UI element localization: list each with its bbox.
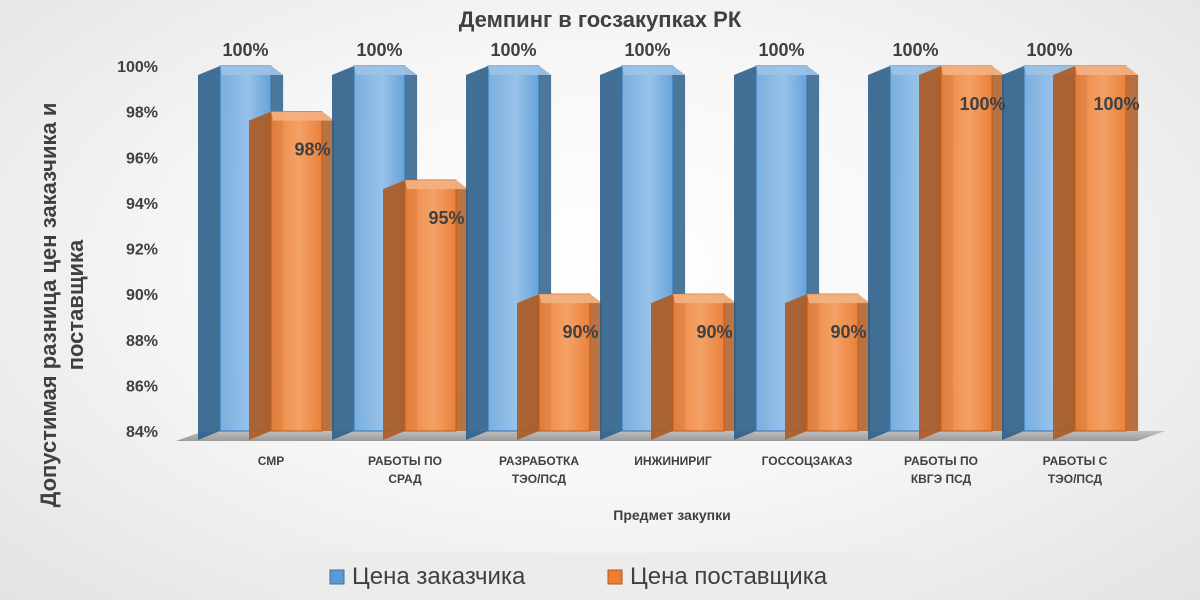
bar-supplier-depth <box>456 180 469 431</box>
bar-supplier <box>383 179 469 440</box>
y-tick-label: 100% <box>117 59 158 76</box>
bar-customer-side <box>1002 66 1024 440</box>
bar-customer-top <box>622 66 686 75</box>
bar-supplier <box>517 293 603 440</box>
bar-supplier-top <box>673 294 737 304</box>
data-label-customer: 100% <box>222 40 268 60</box>
x-axis-title: Предмет закупки <box>613 507 730 523</box>
data-label-customer: 100% <box>624 40 670 60</box>
data-label-supplier: 98% <box>294 140 330 160</box>
bar-supplier-depth <box>992 66 1005 431</box>
y-tick-label: 86% <box>126 378 158 395</box>
data-label-customer: 100% <box>1026 40 1072 60</box>
x-axis: СМР РАБОТЫ ПО СРАД РАЗРАБОТКА ТЭО/ПСД ИНЖИНИР… <box>258 454 1108 486</box>
bar-supplier-front <box>538 293 591 432</box>
bar-supplier-top <box>941 66 1005 75</box>
bar-customer-top <box>756 66 820 75</box>
data-label-supplier: 90% <box>696 322 732 342</box>
bar-supplier-depth <box>724 294 737 431</box>
x-tick-label: РАБОТЫ ПО СРАД <box>368 454 442 486</box>
bar-supplier-front <box>270 111 323 432</box>
x-tick-label: РАБОТЫ С ТЭО/ПСД <box>1043 454 1108 486</box>
x-tick-label: РАБОТЫ ПО КВГЭ ПСД <box>904 454 978 486</box>
data-label-customer: 100% <box>356 40 402 60</box>
data-label-customer: 100% <box>490 40 536 60</box>
data-labels-layer: 100% 98% 100% 95% 100% 90% 100% 90% 100% 90% 100% 1… <box>222 40 1139 342</box>
bar-supplier-side <box>249 111 271 440</box>
bar-supplier-top <box>539 294 603 304</box>
data-label-customer: 100% <box>892 40 938 60</box>
bar-supplier-front <box>940 65 993 432</box>
x-tick-label: ГОССОЦЗАКАЗ <box>762 454 853 468</box>
legend-background <box>281 553 911 600</box>
bar-customer-side <box>734 66 756 440</box>
y-axis: 84% 86% 88% 90% 92% 94% 96% 98% 100% <box>117 59 158 441</box>
data-label-supplier: 100% <box>959 94 1005 114</box>
x-tick-label: РАЗРАБОТКА ТЭО/ПСД <box>499 454 579 486</box>
bars-layer <box>198 65 1139 440</box>
bar-supplier-depth <box>858 294 871 431</box>
bar-supplier-top <box>1075 66 1139 75</box>
bar-supplier-side <box>919 66 941 440</box>
x-tick-label: ИНЖИНИРИГ <box>634 454 712 468</box>
bar-supplier-side <box>1053 66 1075 440</box>
data-label-supplier: 90% <box>830 322 866 342</box>
bar-customer-side <box>332 66 354 440</box>
legend-swatch-supplier <box>607 569 623 585</box>
x-tick-label: СМР <box>258 454 285 468</box>
data-label-customer: 100% <box>758 40 804 60</box>
bar-supplier <box>919 65 1005 440</box>
legend-swatch-customer <box>329 569 345 585</box>
y-tick-label: 84% <box>126 424 158 441</box>
bar-supplier <box>249 111 335 440</box>
data-label-supplier: 100% <box>1093 94 1139 114</box>
bar-supplier-side <box>651 294 673 440</box>
bar-supplier-side <box>517 294 539 440</box>
bar-supplier-depth <box>322 111 335 431</box>
y-tick-label: 88% <box>126 333 158 350</box>
plot-floor <box>176 431 1165 441</box>
y-tick-label: 92% <box>126 242 158 259</box>
bar-supplier-top <box>807 294 871 304</box>
y-tick-label: 96% <box>126 150 158 167</box>
data-label-supplier: 90% <box>562 322 598 342</box>
bar-supplier-top <box>271 111 335 121</box>
y-axis-title: Допустимая разница цен заказчика ипостав… <box>36 103 88 508</box>
bar-supplier-depth <box>590 294 603 431</box>
bar-customer-top <box>220 66 284 75</box>
bar-customer-side <box>868 66 890 440</box>
bar-customer-side <box>600 66 622 440</box>
bar-supplier-side <box>383 180 405 440</box>
y-tick-label: 90% <box>126 287 158 304</box>
legend-label-customer: Цена заказчика <box>352 563 526 590</box>
bar-supplier <box>785 293 871 440</box>
bar-customer-top <box>354 66 418 75</box>
bar-supplier <box>651 293 737 440</box>
bar-supplier-top <box>405 180 469 190</box>
bar-supplier <box>1053 65 1139 440</box>
bar-supplier-front <box>806 293 859 432</box>
bar-supplier-front <box>1074 65 1127 432</box>
y-axis-title-group: Допустимая разница цен заказчика ипостав… <box>36 103 88 508</box>
y-tick-label: 98% <box>126 105 158 122</box>
bar-supplier-side <box>785 294 807 440</box>
legend-label-supplier: Цена поставщика <box>630 563 828 590</box>
bar-customer-side <box>198 66 220 440</box>
bar-supplier-front <box>672 293 725 432</box>
data-label-supplier: 95% <box>428 208 464 228</box>
legend[interactable]: Цена заказчика Цена поставщика <box>281 553 911 600</box>
bar-customer-side <box>466 66 488 440</box>
y-tick-label: 94% <box>126 196 158 213</box>
bar-supplier-depth <box>1126 66 1139 431</box>
bar-customer-top <box>488 66 552 75</box>
chart-title: Демпинг в госзакупках РК <box>459 7 742 32</box>
